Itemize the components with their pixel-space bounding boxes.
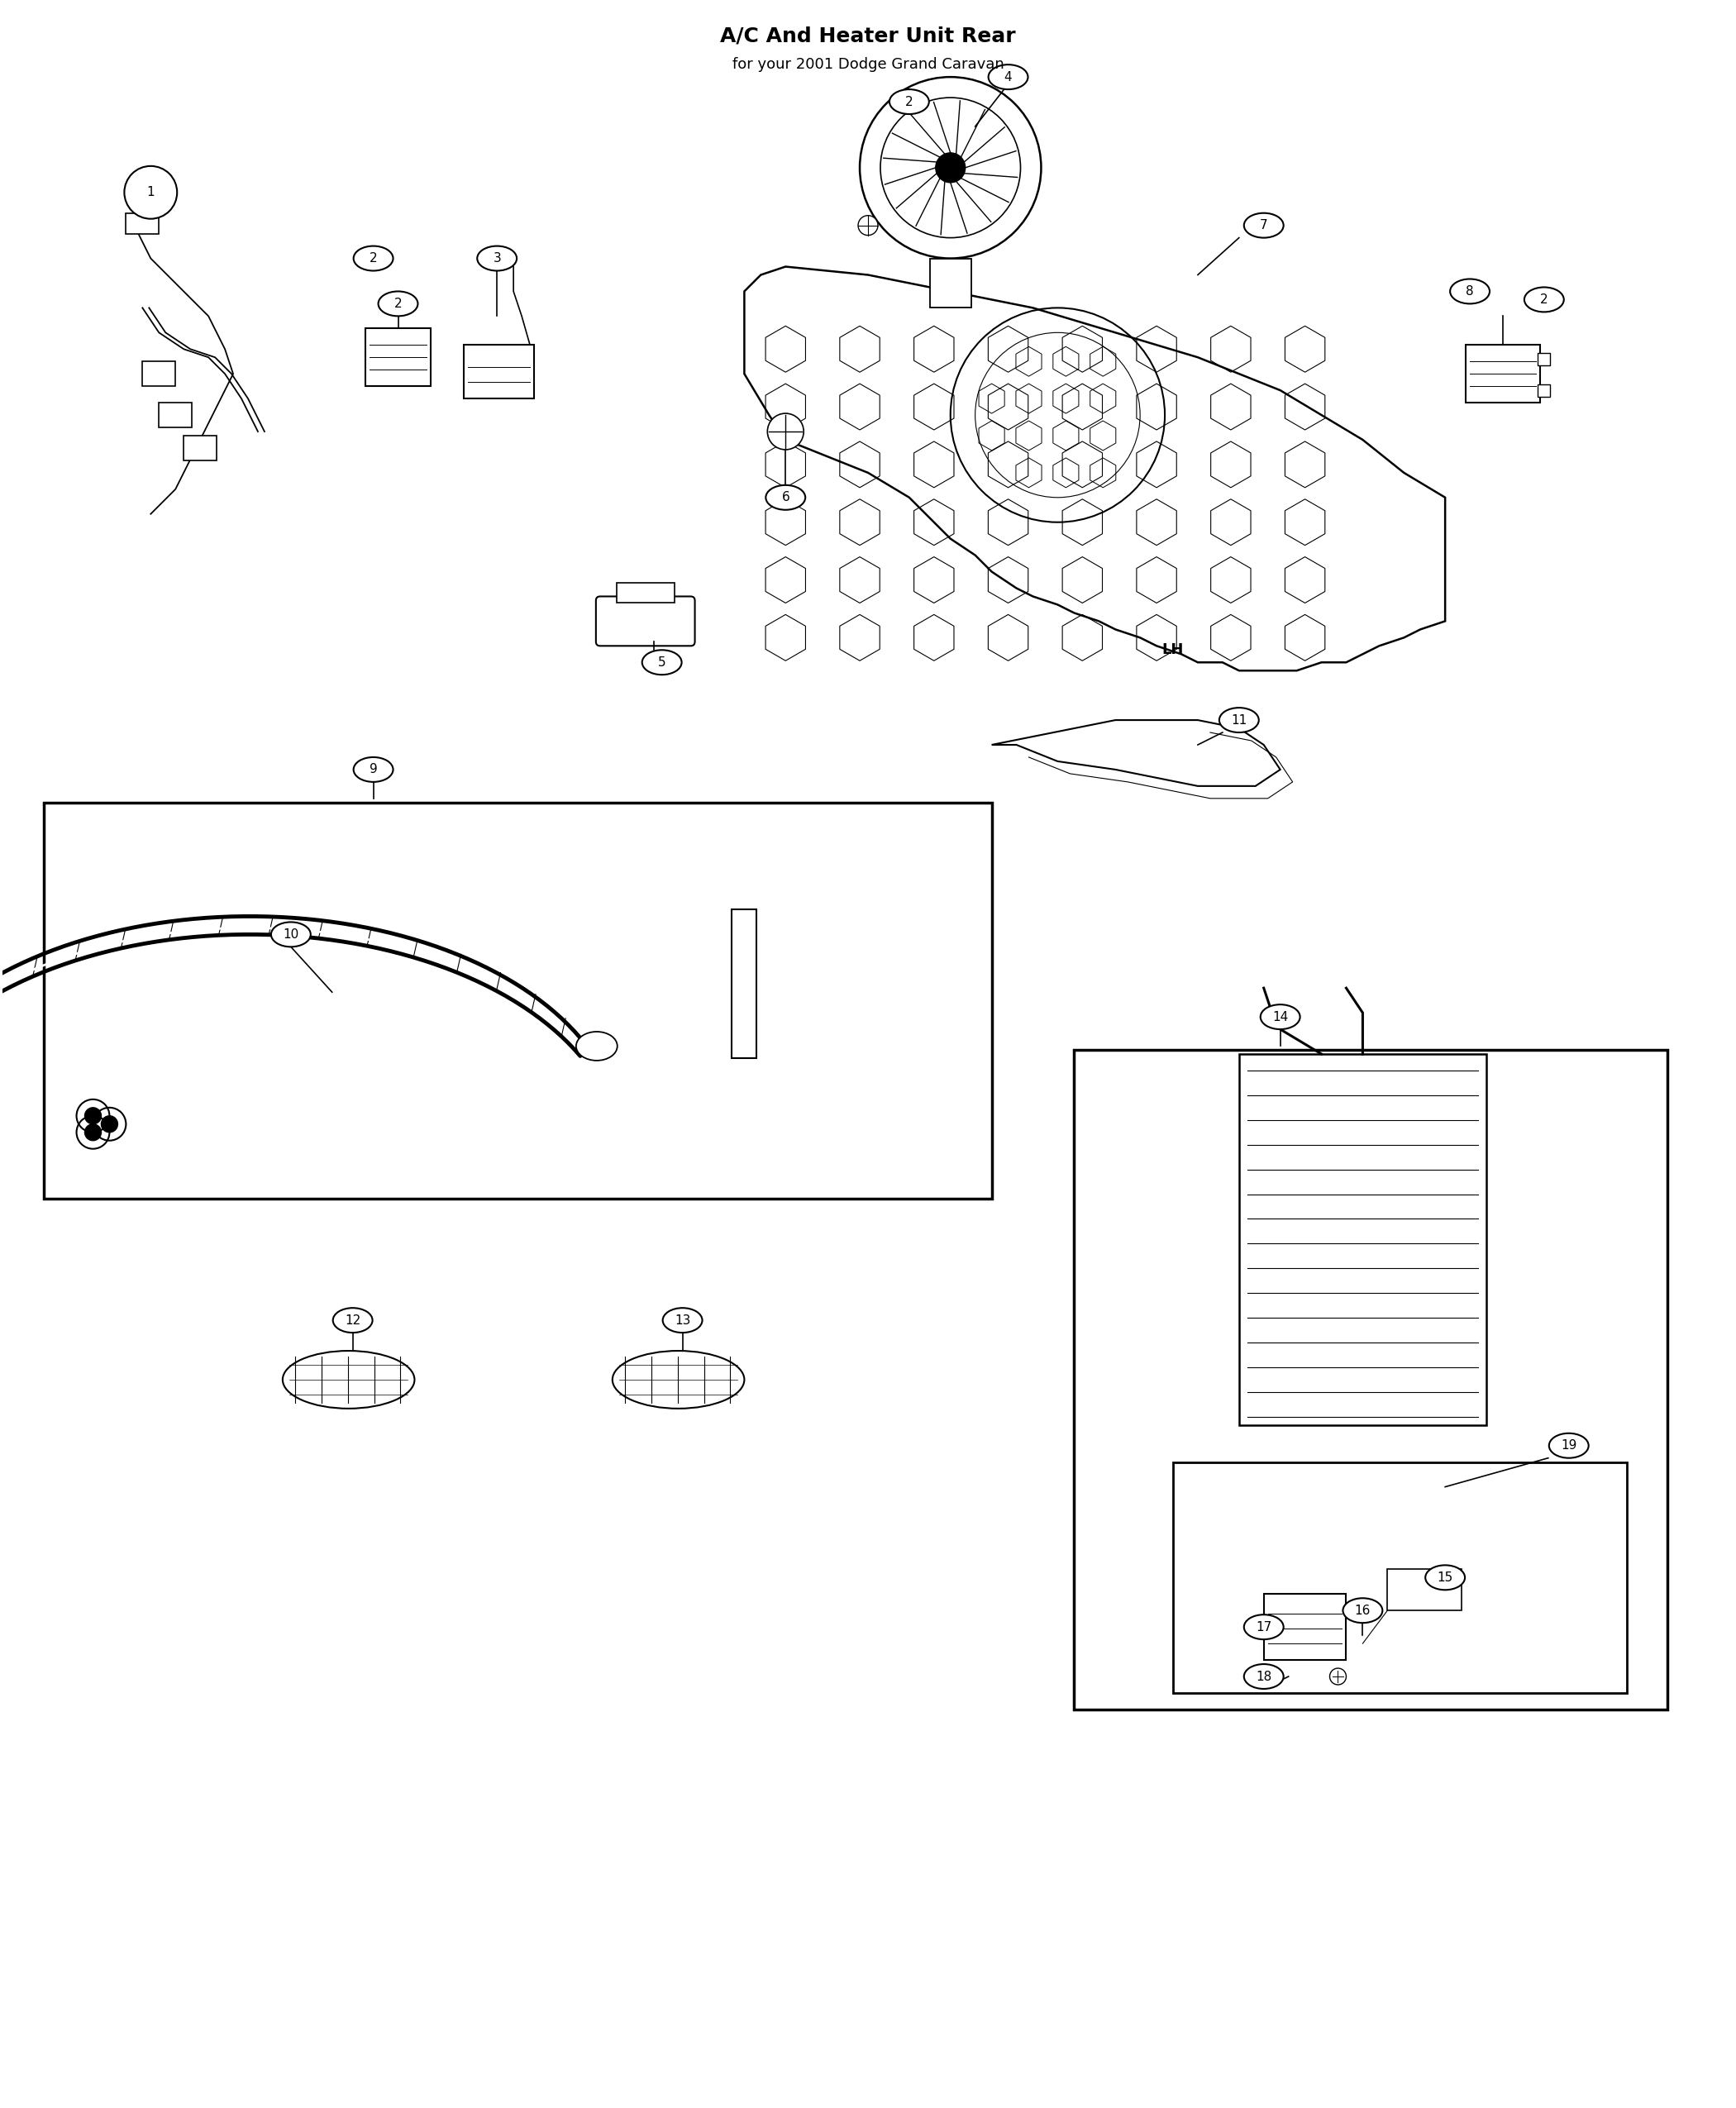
Text: 12: 12: [345, 1313, 361, 1326]
Circle shape: [101, 1115, 118, 1132]
Ellipse shape: [271, 921, 311, 946]
FancyBboxPatch shape: [1538, 354, 1550, 365]
Ellipse shape: [642, 649, 682, 675]
Text: 9: 9: [370, 763, 377, 776]
Text: 10: 10: [283, 928, 299, 940]
Text: 8: 8: [1465, 285, 1474, 297]
Circle shape: [1246, 1667, 1264, 1684]
Ellipse shape: [613, 1351, 745, 1408]
FancyBboxPatch shape: [184, 436, 217, 460]
Ellipse shape: [988, 65, 1028, 89]
Polygon shape: [745, 266, 1444, 670]
Text: 14: 14: [1272, 1010, 1288, 1022]
FancyBboxPatch shape: [1240, 1054, 1486, 1425]
Text: 7: 7: [1260, 219, 1267, 232]
Text: 3: 3: [493, 253, 502, 266]
Text: 17: 17: [1255, 1621, 1272, 1634]
Ellipse shape: [766, 485, 806, 510]
Text: 6: 6: [781, 491, 790, 504]
Text: 2: 2: [1540, 293, 1549, 306]
Ellipse shape: [1245, 213, 1283, 238]
Ellipse shape: [1245, 1663, 1283, 1689]
Ellipse shape: [1219, 708, 1259, 731]
Ellipse shape: [1425, 1564, 1465, 1589]
Text: 13: 13: [675, 1313, 691, 1326]
Circle shape: [767, 413, 804, 449]
Circle shape: [858, 215, 878, 236]
Ellipse shape: [1450, 278, 1489, 304]
Circle shape: [936, 154, 965, 183]
FancyBboxPatch shape: [733, 911, 757, 1058]
FancyBboxPatch shape: [616, 582, 674, 603]
FancyBboxPatch shape: [365, 329, 431, 386]
Circle shape: [125, 167, 177, 219]
FancyBboxPatch shape: [1538, 384, 1550, 396]
Circle shape: [85, 1107, 101, 1124]
Text: for your 2001 Dodge Grand Caravan: for your 2001 Dodge Grand Caravan: [733, 57, 1003, 72]
Text: 19: 19: [1561, 1440, 1576, 1452]
Text: 11: 11: [1231, 715, 1246, 727]
Text: 1: 1: [148, 186, 155, 198]
Text: A/C And Heater Unit Rear: A/C And Heater Unit Rear: [720, 25, 1016, 46]
Circle shape: [85, 1124, 101, 1140]
FancyBboxPatch shape: [142, 360, 175, 386]
Ellipse shape: [477, 247, 517, 270]
FancyBboxPatch shape: [595, 597, 694, 645]
FancyBboxPatch shape: [1264, 1594, 1345, 1659]
Bar: [1174, 1463, 1627, 1693]
Ellipse shape: [1524, 287, 1564, 312]
FancyBboxPatch shape: [127, 213, 160, 234]
Ellipse shape: [1549, 1433, 1588, 1459]
Polygon shape: [991, 721, 1279, 786]
Ellipse shape: [1344, 1598, 1382, 1623]
Text: 18: 18: [1255, 1670, 1272, 1682]
Ellipse shape: [333, 1307, 373, 1332]
Ellipse shape: [1260, 1006, 1300, 1029]
FancyBboxPatch shape: [160, 403, 193, 428]
FancyBboxPatch shape: [1465, 346, 1540, 403]
Ellipse shape: [576, 1031, 618, 1060]
Bar: [1075, 1050, 1668, 1710]
Ellipse shape: [378, 291, 418, 316]
Text: 2: 2: [904, 95, 913, 108]
Ellipse shape: [354, 247, 392, 270]
Circle shape: [1330, 1667, 1345, 1684]
FancyBboxPatch shape: [930, 259, 970, 308]
Bar: [43, 803, 991, 1197]
Text: 4: 4: [1003, 72, 1012, 82]
Ellipse shape: [663, 1307, 703, 1332]
Text: 5: 5: [658, 656, 667, 668]
FancyBboxPatch shape: [464, 346, 535, 398]
Text: 2: 2: [370, 253, 377, 266]
Ellipse shape: [1245, 1615, 1283, 1640]
Ellipse shape: [283, 1351, 415, 1408]
Text: 2: 2: [394, 297, 403, 310]
Text: 16: 16: [1354, 1604, 1371, 1617]
FancyBboxPatch shape: [1387, 1568, 1462, 1611]
Ellipse shape: [889, 89, 929, 114]
Ellipse shape: [354, 757, 392, 782]
Text: 15: 15: [1437, 1570, 1453, 1583]
Text: LH: LH: [1161, 643, 1184, 658]
